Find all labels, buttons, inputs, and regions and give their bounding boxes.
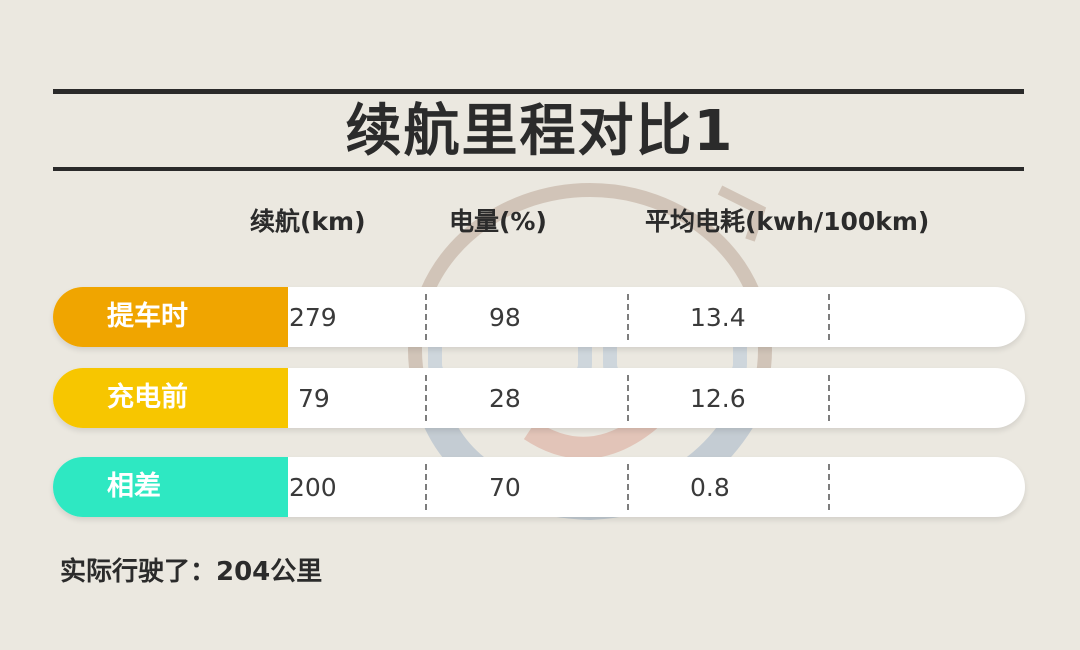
range-cell: 79 <box>298 384 330 413</box>
column-divider <box>627 294 629 340</box>
title-bottom-rule <box>53 167 1024 171</box>
column-divider <box>425 294 427 340</box>
distance-summary: 实际行驶了：204公里 <box>60 557 323 587</box>
row-label: 提车时 <box>53 287 288 347</box>
consumption-cell: 13.4 <box>690 303 746 332</box>
column-header-consumption: 平均电耗(kwh/100km) <box>645 207 930 236</box>
column-header-battery: 电量(%) <box>449 207 547 236</box>
battery-cell: 98 <box>489 303 521 332</box>
table-row-before-charge: 充电前 79 28 12.6 <box>53 368 1025 428</box>
title-top-rule <box>53 89 1024 94</box>
column-divider <box>425 375 427 421</box>
column-divider <box>425 464 427 510</box>
battery-cell: 70 <box>489 473 521 502</box>
column-divider <box>627 464 629 510</box>
column-divider <box>627 375 629 421</box>
range-cell: 200 <box>289 473 337 502</box>
consumption-cell: 12.6 <box>690 384 746 413</box>
column-divider <box>828 464 830 510</box>
column-header-range: 续航(km) <box>250 207 366 236</box>
table-row-difference: 相差 200 70 0.8 <box>53 457 1025 517</box>
battery-cell: 28 <box>489 384 521 413</box>
range-cell: 279 <box>289 303 337 332</box>
row-label: 充电前 <box>53 368 288 428</box>
consumption-cell: 0.8 <box>690 473 730 502</box>
page-title: 续航里程对比1 <box>345 99 735 164</box>
column-divider <box>828 375 830 421</box>
table-row-pickup: 提车时 279 98 13.4 <box>53 287 1025 347</box>
row-label: 相差 <box>53 457 288 517</box>
column-divider <box>828 294 830 340</box>
